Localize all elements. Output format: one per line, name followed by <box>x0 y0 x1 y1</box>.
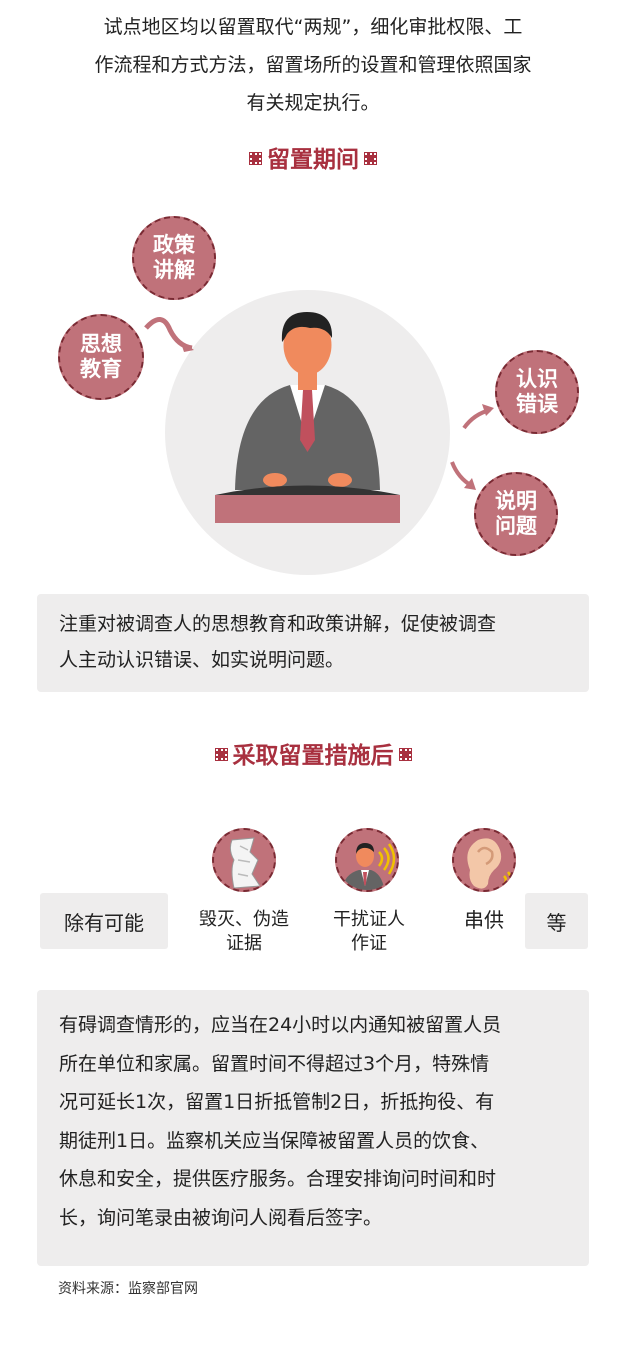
section-title-text: 留置期间 <box>267 147 359 173</box>
label-line: 作证 <box>351 933 387 954</box>
label-line: 干扰证人 <box>333 909 405 930</box>
intro-line: 作流程和方式方法，留置场所的设置和管理依照国家 <box>94 54 532 76</box>
bubble-text: 认识 <box>516 367 558 391</box>
square-bullet-icon <box>214 748 228 761</box>
person-interference-icon <box>335 828 399 892</box>
bubble-text: 讲解 <box>153 258 195 282</box>
ear-icon <box>452 828 516 892</box>
bubble-text: 问题 <box>495 514 537 538</box>
intro-line: 试点地区均以留置取代“两规”，细化审批权限、工 <box>103 16 523 38</box>
arrow-icon <box>462 404 494 430</box>
bubble-text: 教育 <box>80 357 122 381</box>
bubble-text: 政策 <box>153 233 195 257</box>
section-title-after-detention: 采取留置措施后 <box>0 740 626 772</box>
bubble-text: 说明 <box>495 489 537 513</box>
except-possible-label: 除有可能 <box>40 893 168 949</box>
detention-description-box: 注重对被调查人的思想教育和政策讲解，促使被调查 人主动认识错误、如实说明问题。 <box>37 594 589 692</box>
description-line: 有碍调查情形的，应当在24小时以内通知被留置人员 <box>59 1014 502 1036</box>
label-line: 证据 <box>226 933 262 954</box>
square-bullet-icon <box>364 152 377 165</box>
square-bullet-icon <box>398 748 412 761</box>
source-note: 资料来源：监察部官网 <box>58 1281 198 1297</box>
arrow-icon <box>450 461 476 490</box>
description-line: 长，询问笔录由被询问人阅看后签字。 <box>59 1206 383 1229</box>
description-line: 期徒刑1日。监察机关应当保障被留置人员的饮食、 <box>59 1129 490 1152</box>
description-line: 注重对被调查人的思想教育和政策讲解，促使被调查 <box>59 613 497 635</box>
label-line: 毁灭、伪造 <box>199 909 289 930</box>
intro-line: 有关规定执行。 <box>246 92 380 114</box>
description-line: 休息和安全，提供医疗服务。合理安排询问时间和时 <box>59 1168 497 1190</box>
description-line: 人主动认识错误、如实说明问题。 <box>59 649 345 671</box>
bubble-explain-problems: 说明 问题 <box>474 472 558 556</box>
bubble-admit-mistakes: 认识 错误 <box>495 350 579 434</box>
bubble-text: 思想 <box>80 332 122 356</box>
official-figure-icon <box>215 312 400 523</box>
intro-paragraph: 试点地区均以留置取代“两规”，细化审批权限、工 作流程和方式方法，留置场所的设置… <box>40 8 586 122</box>
torn-paper-icon <box>212 828 276 892</box>
interfere-witness-label: 干扰证人 作证 <box>315 908 423 956</box>
bubble-thought-education: 思想 教育 <box>58 314 144 400</box>
section-title-detention-period: 留置期间 <box>0 144 626 176</box>
description-line: 所在单位和家属。留置时间不得超过3个月，特殊情 <box>59 1052 490 1075</box>
description-line: 况可延长1次，留置1日折抵管制2日，折抵拘役、有 <box>59 1091 495 1113</box>
section-title-text: 采取留置措施后 <box>232 743 394 769</box>
bubble-policy-explanation: 政策 讲解 <box>132 216 216 300</box>
label-line: 串供 <box>464 908 504 932</box>
destroy-forge-evidence-label: 毁灭、伪造 证据 <box>188 908 300 956</box>
bubble-text: 错误 <box>516 392 558 416</box>
after-detention-description-box: 有碍调查情形的，应当在24小时以内通知被留置人员 所在单位和家属。留置时间不得超… <box>37 990 589 1266</box>
arrow-icon <box>144 317 194 352</box>
square-bullet-icon <box>249 152 262 165</box>
collusion-label: 串供 <box>444 908 524 932</box>
etc-label: 等 <box>525 893 588 949</box>
